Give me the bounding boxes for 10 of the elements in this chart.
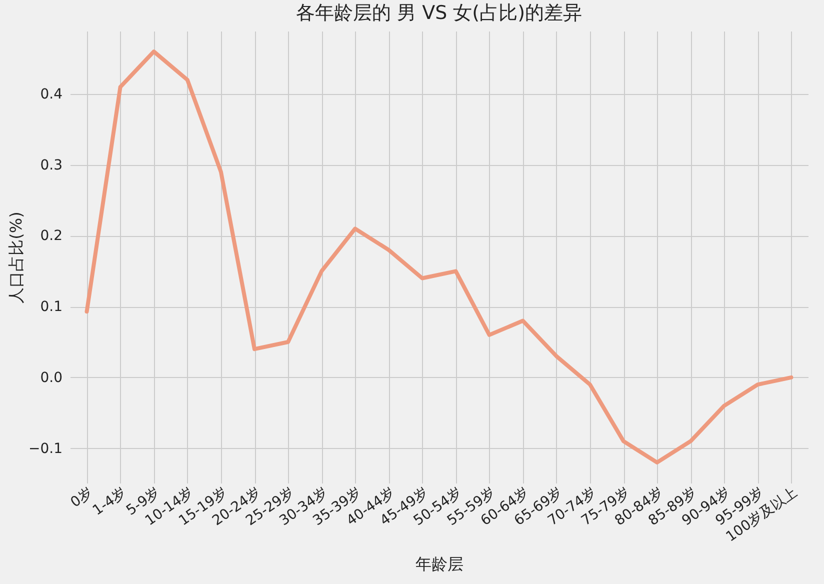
- line-series: [84, 50, 794, 464]
- y-axis-title: 人口占比(%): [6, 212, 26, 304]
- chart-title: 各年龄层的 男 VS 女(占比)的差异: [296, 2, 582, 24]
- y-tick-label: 0.4: [40, 86, 63, 103]
- x-axis-title: 年龄层: [416, 554, 464, 574]
- y-tick-label: 0.1: [40, 299, 62, 316]
- y-tick-label: 0.3: [40, 157, 62, 174]
- y-tick-label: 0.2: [40, 228, 62, 244]
- y-tick-label: −0.1: [28, 440, 62, 457]
- y-tick-label: 0.0: [40, 370, 62, 386]
